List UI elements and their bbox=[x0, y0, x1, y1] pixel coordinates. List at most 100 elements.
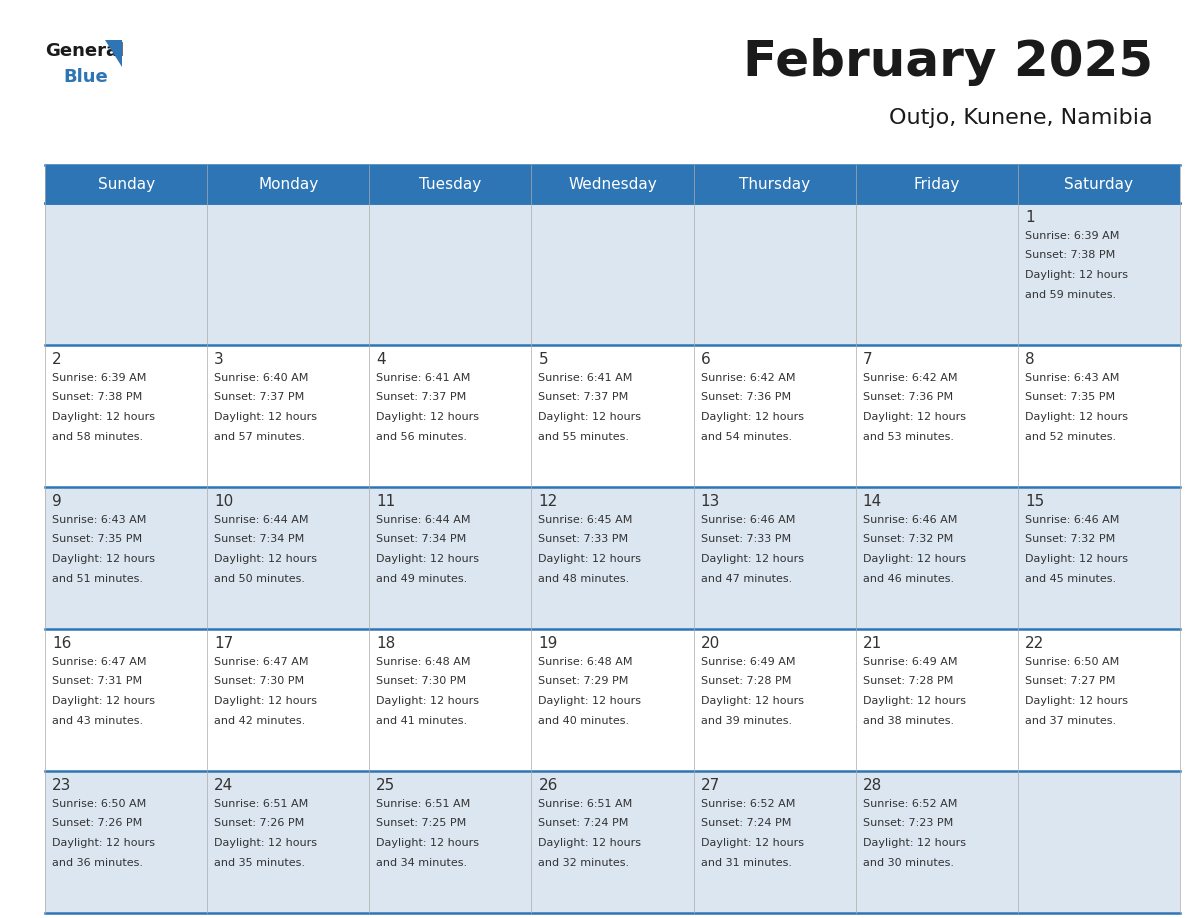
Bar bbox=[45, 165, 207, 203]
Text: 11: 11 bbox=[377, 494, 396, 509]
Text: Daylight: 12 hours: Daylight: 12 hours bbox=[701, 838, 803, 848]
Bar bbox=[369, 165, 531, 203]
Bar bbox=[531, 165, 694, 203]
Text: Sunset: 7:36 PM: Sunset: 7:36 PM bbox=[862, 393, 953, 402]
Text: and 47 minutes.: and 47 minutes. bbox=[701, 574, 792, 584]
Bar bbox=[694, 771, 855, 913]
Text: Sunrise: 6:39 AM: Sunrise: 6:39 AM bbox=[52, 373, 146, 383]
Bar bbox=[855, 487, 1018, 629]
Text: Daylight: 12 hours: Daylight: 12 hours bbox=[862, 696, 966, 706]
Bar bbox=[855, 771, 1018, 913]
Text: Sunset: 7:37 PM: Sunset: 7:37 PM bbox=[538, 393, 628, 402]
Text: and 54 minutes.: and 54 minutes. bbox=[701, 431, 791, 442]
Text: Wednesday: Wednesday bbox=[568, 176, 657, 192]
Text: Sunrise: 6:47 AM: Sunrise: 6:47 AM bbox=[52, 657, 146, 667]
Text: and 46 minutes.: and 46 minutes. bbox=[862, 574, 954, 584]
Text: Thursday: Thursday bbox=[739, 176, 810, 192]
Text: 27: 27 bbox=[701, 778, 720, 793]
Text: Sunset: 7:32 PM: Sunset: 7:32 PM bbox=[1025, 534, 1116, 544]
Text: Sunset: 7:33 PM: Sunset: 7:33 PM bbox=[701, 534, 791, 544]
Bar bbox=[1018, 771, 1180, 913]
Text: Friday: Friday bbox=[914, 176, 960, 192]
Text: Daylight: 12 hours: Daylight: 12 hours bbox=[538, 554, 642, 564]
Text: and 50 minutes.: and 50 minutes. bbox=[214, 574, 305, 584]
Text: Monday: Monday bbox=[258, 176, 318, 192]
Text: February 2025: February 2025 bbox=[742, 38, 1154, 86]
Bar bbox=[369, 203, 531, 345]
Text: Sunset: 7:27 PM: Sunset: 7:27 PM bbox=[1025, 677, 1116, 687]
Text: and 51 minutes.: and 51 minutes. bbox=[52, 574, 143, 584]
Text: and 48 minutes.: and 48 minutes. bbox=[538, 574, 630, 584]
Text: 2: 2 bbox=[52, 352, 62, 367]
Text: Sunset: 7:33 PM: Sunset: 7:33 PM bbox=[538, 534, 628, 544]
Text: Saturday: Saturday bbox=[1064, 176, 1133, 192]
Text: and 37 minutes.: and 37 minutes. bbox=[1025, 715, 1116, 725]
Text: Sunset: 7:31 PM: Sunset: 7:31 PM bbox=[52, 677, 143, 687]
Text: and 43 minutes.: and 43 minutes. bbox=[52, 715, 143, 725]
Text: and 40 minutes.: and 40 minutes. bbox=[538, 715, 630, 725]
Text: Sunrise: 6:45 AM: Sunrise: 6:45 AM bbox=[538, 515, 633, 525]
Bar bbox=[1018, 487, 1180, 629]
Text: and 49 minutes.: and 49 minutes. bbox=[377, 574, 468, 584]
Text: 21: 21 bbox=[862, 636, 881, 651]
Text: Sunrise: 6:44 AM: Sunrise: 6:44 AM bbox=[377, 515, 470, 525]
Text: and 32 minutes.: and 32 minutes. bbox=[538, 857, 630, 868]
Text: Sunset: 7:37 PM: Sunset: 7:37 PM bbox=[214, 393, 304, 402]
Text: Sunrise: 6:46 AM: Sunrise: 6:46 AM bbox=[862, 515, 958, 525]
Text: Daylight: 12 hours: Daylight: 12 hours bbox=[538, 696, 642, 706]
Text: and 57 minutes.: and 57 minutes. bbox=[214, 431, 305, 442]
Bar bbox=[207, 345, 369, 487]
Text: Daylight: 12 hours: Daylight: 12 hours bbox=[862, 554, 966, 564]
Text: 4: 4 bbox=[377, 352, 386, 367]
Text: Sunset: 7:35 PM: Sunset: 7:35 PM bbox=[52, 534, 143, 544]
Text: 5: 5 bbox=[538, 352, 548, 367]
Text: Daylight: 12 hours: Daylight: 12 hours bbox=[214, 554, 317, 564]
Bar bbox=[1018, 165, 1180, 203]
Text: Sunset: 7:38 PM: Sunset: 7:38 PM bbox=[52, 393, 143, 402]
Text: Daylight: 12 hours: Daylight: 12 hours bbox=[377, 838, 479, 848]
Bar bbox=[694, 487, 855, 629]
Text: Sunset: 7:30 PM: Sunset: 7:30 PM bbox=[377, 677, 467, 687]
Text: 12: 12 bbox=[538, 494, 557, 509]
Bar bbox=[207, 487, 369, 629]
Text: Sunrise: 6:43 AM: Sunrise: 6:43 AM bbox=[52, 515, 146, 525]
Text: Sunset: 7:28 PM: Sunset: 7:28 PM bbox=[701, 677, 791, 687]
Bar bbox=[1018, 203, 1180, 345]
Bar bbox=[531, 487, 694, 629]
Text: Blue: Blue bbox=[63, 68, 108, 86]
Text: Sunrise: 6:51 AM: Sunrise: 6:51 AM bbox=[214, 799, 309, 809]
Text: Sunrise: 6:41 AM: Sunrise: 6:41 AM bbox=[538, 373, 633, 383]
Text: and 56 minutes.: and 56 minutes. bbox=[377, 431, 467, 442]
Text: Sunset: 7:29 PM: Sunset: 7:29 PM bbox=[538, 677, 628, 687]
Text: Daylight: 12 hours: Daylight: 12 hours bbox=[52, 412, 154, 422]
Text: Daylight: 12 hours: Daylight: 12 hours bbox=[377, 554, 479, 564]
Bar bbox=[855, 203, 1018, 345]
Text: and 52 minutes.: and 52 minutes. bbox=[1025, 431, 1116, 442]
Text: Sunrise: 6:42 AM: Sunrise: 6:42 AM bbox=[862, 373, 958, 383]
Text: and 36 minutes.: and 36 minutes. bbox=[52, 857, 143, 868]
Text: Daylight: 12 hours: Daylight: 12 hours bbox=[1025, 270, 1127, 280]
Bar bbox=[531, 629, 694, 771]
Text: 23: 23 bbox=[52, 778, 71, 793]
Text: and 45 minutes.: and 45 minutes. bbox=[1025, 574, 1116, 584]
Bar bbox=[855, 345, 1018, 487]
Text: and 30 minutes.: and 30 minutes. bbox=[862, 857, 954, 868]
Text: Sunday: Sunday bbox=[97, 176, 154, 192]
Text: Sunrise: 6:50 AM: Sunrise: 6:50 AM bbox=[52, 799, 146, 809]
Text: 25: 25 bbox=[377, 778, 396, 793]
Text: Daylight: 12 hours: Daylight: 12 hours bbox=[862, 838, 966, 848]
Bar bbox=[369, 487, 531, 629]
Bar bbox=[531, 203, 694, 345]
Text: Sunset: 7:25 PM: Sunset: 7:25 PM bbox=[377, 819, 467, 829]
Text: 14: 14 bbox=[862, 494, 881, 509]
Text: and 31 minutes.: and 31 minutes. bbox=[701, 857, 791, 868]
Text: 18: 18 bbox=[377, 636, 396, 651]
Bar bbox=[694, 629, 855, 771]
Text: Sunrise: 6:49 AM: Sunrise: 6:49 AM bbox=[862, 657, 958, 667]
Bar bbox=[45, 771, 207, 913]
Text: Daylight: 12 hours: Daylight: 12 hours bbox=[214, 696, 317, 706]
Text: and 38 minutes.: and 38 minutes. bbox=[862, 715, 954, 725]
Text: and 41 minutes.: and 41 minutes. bbox=[377, 715, 467, 725]
Text: Sunrise: 6:50 AM: Sunrise: 6:50 AM bbox=[1025, 657, 1119, 667]
Text: Daylight: 12 hours: Daylight: 12 hours bbox=[701, 412, 803, 422]
